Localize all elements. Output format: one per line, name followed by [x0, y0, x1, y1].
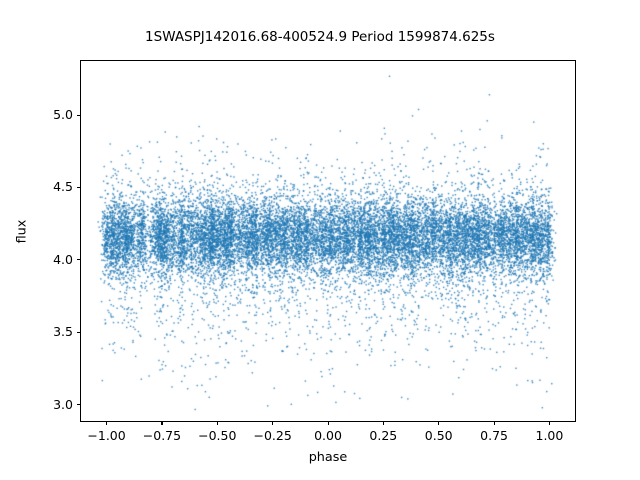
- x-tick-mark: [272, 421, 274, 426]
- x-tick-mark: [161, 421, 163, 426]
- y-tick-mark: [76, 404, 81, 406]
- plot-area: [80, 60, 576, 422]
- x-tick-label: 1.00: [535, 428, 564, 443]
- x-tick-mark: [438, 421, 440, 426]
- x-axis-label: phase: [308, 450, 348, 465]
- x-tick-mark: [327, 421, 329, 426]
- y-tick-mark: [76, 114, 81, 116]
- y-tick-label: 4.0: [53, 251, 73, 267]
- y-tick-label: 4.5: [53, 179, 73, 195]
- y-tick-mark: [76, 331, 81, 333]
- y-tick-mark: [76, 259, 81, 261]
- x-tick-label: −1.00: [87, 428, 126, 443]
- y-tick-label: 3.0: [53, 396, 73, 412]
- x-tick-label: 0.50: [424, 428, 453, 443]
- x-tick-mark: [106, 421, 108, 426]
- y-tick-label: 3.5: [53, 324, 73, 340]
- x-tick-label: −0.75: [142, 428, 182, 443]
- chart-title: 1SWASPJ142016.68-400524.9 Period 1599874…: [145, 29, 495, 45]
- x-tick-label: 0.25: [369, 428, 398, 443]
- x-tick-label: 0.75: [480, 428, 508, 443]
- x-tick-mark: [382, 421, 384, 426]
- x-tick-mark: [548, 421, 551, 426]
- x-tick-label: 0.00: [314, 428, 342, 443]
- y-tick-label: 5.0: [53, 107, 73, 123]
- y-axis-label: flux: [14, 219, 30, 244]
- x-tick-label: −0.50: [198, 428, 237, 443]
- y-tick-mark: [76, 186, 81, 189]
- x-tick-label: −0.25: [253, 428, 292, 443]
- x-tick-mark: [493, 421, 495, 426]
- scatter-points-layer: [81, 61, 575, 421]
- x-tick-mark: [216, 421, 218, 426]
